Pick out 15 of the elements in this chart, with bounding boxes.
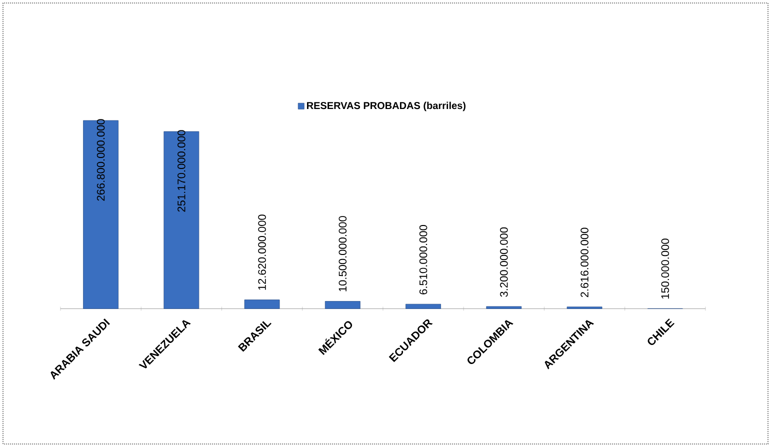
bar [486, 306, 522, 309]
bar [244, 300, 280, 309]
data-label: 3.200.000.000 [500, 227, 508, 297]
data-label: 6.510.000.000 [419, 225, 428, 294]
data-label: 10.500.000.000 [338, 216, 347, 292]
bar [324, 301, 360, 309]
legend-label: RESERVAS PROBADAS (barriles) [307, 102, 466, 112]
data-label: 266.800.000.000 [96, 119, 105, 201]
data-label: 150.000.000 [661, 238, 670, 299]
data-label: 251.170.000.000 [178, 130, 186, 212]
bar [164, 131, 200, 309]
data-label: 12.620.000.000 [258, 214, 266, 290]
bar [83, 120, 118, 309]
bar [406, 304, 441, 309]
data-label: 2.616.000.000 [580, 228, 588, 298]
